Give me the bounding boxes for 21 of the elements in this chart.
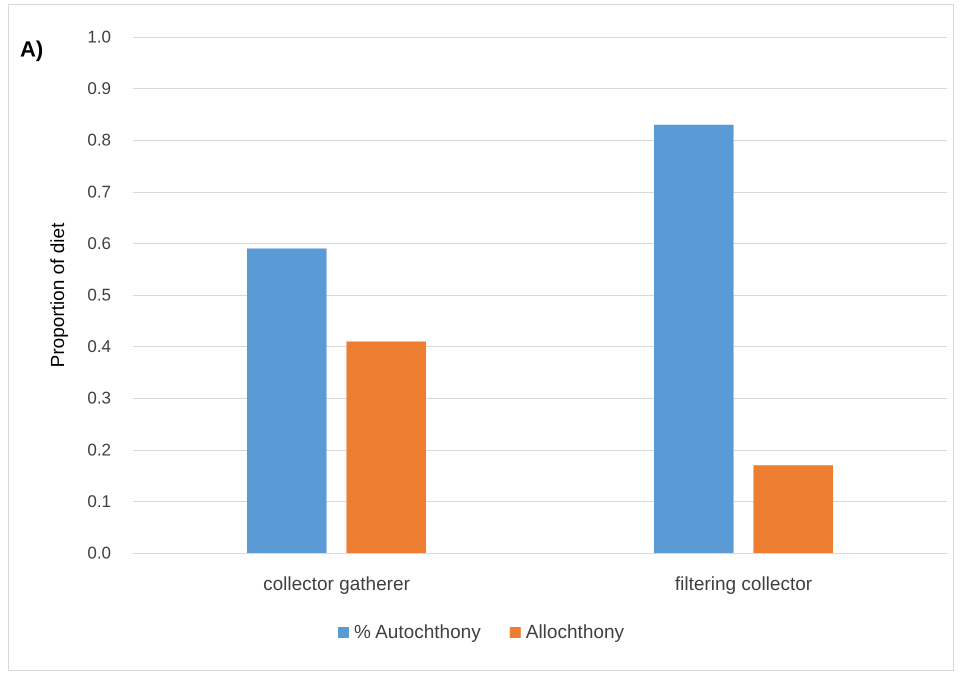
legend-label: Allochthony bbox=[526, 622, 625, 643]
x-tick-label: collector gatherer bbox=[263, 574, 411, 595]
y-tick-label: 0.7 bbox=[87, 182, 111, 202]
x-tick-label: filtering collector bbox=[674, 574, 813, 595]
y-tick-label: 0.1 bbox=[87, 492, 111, 511]
y-tick-label: 0.3 bbox=[87, 388, 111, 408]
legend-label: % Autochthony bbox=[354, 622, 482, 643]
y-axis-title: Proportion of diet bbox=[48, 222, 69, 368]
y-tick-label: 0.9 bbox=[87, 79, 111, 98]
y-tick-label: 0.8 bbox=[87, 130, 111, 150]
text: A) bbox=[20, 36, 44, 62]
bar bbox=[246, 248, 327, 553]
y-tick-label: 0.5 bbox=[87, 286, 111, 304]
y-tick-label: 0.0 bbox=[87, 544, 111, 562]
bar bbox=[753, 465, 834, 553]
bar bbox=[654, 124, 734, 553]
y-tick-label: 0.2 bbox=[87, 440, 111, 460]
y-tick-label: 1.0 bbox=[87, 28, 111, 46]
y-tick-label: 0.4 bbox=[87, 337, 111, 356]
bar bbox=[346, 341, 426, 553]
y-tick-label: 0.6 bbox=[87, 234, 111, 253]
